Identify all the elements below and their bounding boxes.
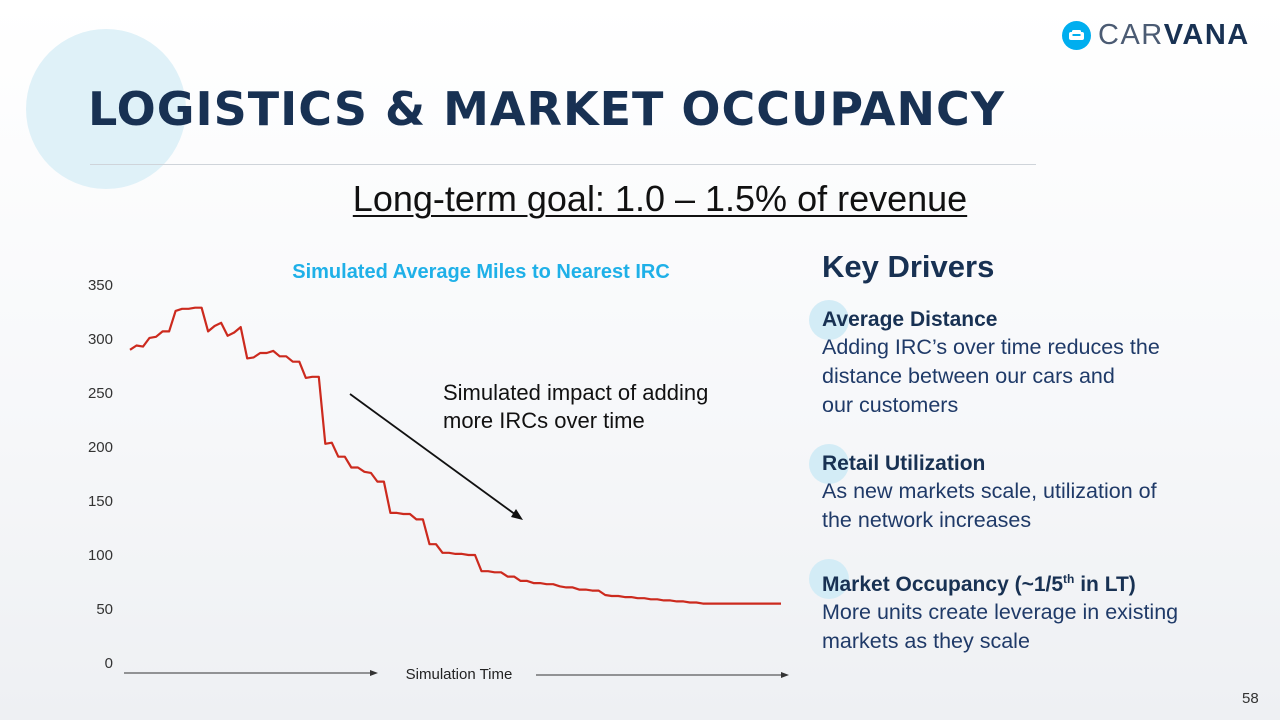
driver-market-occupancy: Market Occupancy (~1/5th in LT) More uni… [822,566,1262,656]
page-number: 58 [1242,690,1259,707]
driver-description: More units create leverage in existing m… [822,598,1262,656]
y-tick-label: 200 [88,439,113,456]
driver-dot-3 [809,559,849,599]
driver-dot-2 [809,444,849,484]
logo-text-light: CAR [1098,18,1164,51]
y-tick-label: 0 [105,655,113,672]
logo-text-bold: VANA [1163,18,1250,51]
driver-line: Adding IRC’s over time reduces the [822,335,1160,359]
y-tick-label: 100 [88,547,113,564]
car-icon [1062,20,1091,50]
decorative-circle [26,29,186,189]
title-divider [90,164,1036,165]
x-axis-label: Simulation Time [406,666,513,683]
y-tick-label: 50 [96,601,113,618]
driver-line: markets as they scale [822,629,1030,653]
annotation-line-1: Simulated impact of adding [443,380,708,405]
chart-title: Simulated Average Miles to Nearest IRC [292,261,670,283]
series-line-average-miles [129,306,781,605]
driver-line: distance between our cars and [822,364,1115,388]
driver-heading-tail: in LT) [1074,573,1136,596]
driver-line: More units create leverage in existing [822,600,1179,624]
driver-retail-utilization: Retail Utilization As new markets scale,… [822,451,1262,535]
annotation-arrow [349,393,517,516]
annotation-text: Simulated impact of adding more IRCs ove… [443,380,715,433]
y-tick-label: 350 [88,277,113,294]
page-title: LOGISTICS & MARKET OCCUPANCY [88,82,1006,136]
driver-heading: Retail Utilization [822,452,986,475]
long-term-goal: Long-term goal: 1.0 – 1.5% of revenue [352,178,968,219]
driver-line: our customers [822,393,959,417]
driver-heading: Market Occupancy (~1/5th in LT) [822,566,1262,598]
annotation-arrowhead [511,509,523,520]
carvana-logo: CARVANA [1062,18,1250,52]
y-tick-label: 250 [88,385,113,402]
driver-description: Adding IRC’s over time reduces the dista… [822,333,1262,420]
annotation-line-2: more IRCs over time [443,408,645,433]
y-tick-label: 300 [88,331,113,348]
driver-line: the network increases [822,508,1032,532]
driver-line: As new markets scale, utilization of [822,479,1157,503]
driver-dot-1 [809,300,849,340]
driver-heading-main: Market Occupancy (~1/5 [822,573,1064,596]
x-axis-arrowhead-left [370,670,378,676]
driver-description: As new markets scale, utilization of the… [822,477,1262,535]
key-drivers-title: Key Drivers [822,249,995,284]
driver-heading-sup: th [1063,572,1075,586]
x-axis-arrowhead-right [781,672,789,678]
driver-average-distance: Average Distance Adding IRC’s over time … [822,307,1262,420]
miles-chart: Simulated Average Miles to Nearest IRC 0… [88,261,789,683]
driver-heading: Average Distance [822,308,998,331]
y-tick-label: 150 [88,493,113,510]
